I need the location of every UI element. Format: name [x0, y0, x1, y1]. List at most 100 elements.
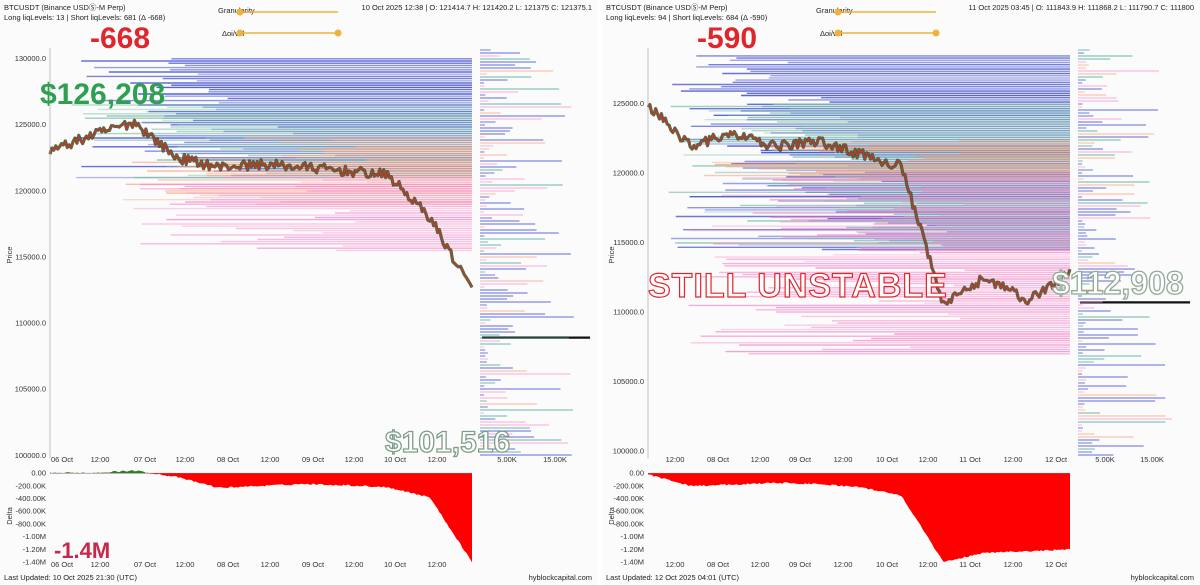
time-tick-label: 10 Oct [876, 455, 899, 464]
volume-tick-label: 5.00K [1095, 455, 1115, 464]
delta-tick-label: -600.00K [16, 507, 46, 516]
volume-tick-label: 15.00K [1140, 455, 1164, 464]
delta-time-tick-label: 12:00 [666, 560, 685, 569]
price-tick-label: 125000.0 [613, 99, 644, 108]
delta-time-tick-label: 06 Oct [51, 560, 74, 569]
doi-vol-slider-handle-start [236, 29, 244, 37]
delta-time-tick-label: 12:00 [751, 560, 770, 569]
overlay-delta-annotation: -590 [697, 22, 757, 55]
time-tick-label: 12:00 [91, 455, 110, 464]
price-tick-label: 115000.0 [15, 252, 46, 261]
time-tick-label: 12:00 [919, 455, 938, 464]
granularity-slider-handle [236, 8, 244, 16]
delta-time-tick-label: 08 Oct [217, 560, 240, 569]
delta-tick-label: -1.40M [621, 558, 644, 567]
time-tick-label: 12:00 [428, 455, 447, 464]
price-tick-label: 105000.0 [613, 377, 644, 386]
price-axis-title: Price [607, 246, 616, 263]
watermark-label: hyblockcapital.com [1131, 573, 1194, 582]
time-tick-label: 12:00 [345, 455, 364, 464]
price-tick-label: 110000.0 [613, 308, 644, 317]
doi-vol-label: Δoi/vol [820, 29, 843, 38]
delta-time-tick-label: 12 Oct [1045, 560, 1068, 569]
delta-axis-title: Delta [5, 506, 14, 524]
delta-tick-label: -200.00K [614, 481, 644, 490]
delta-tick-label: 0.00 [629, 469, 644, 478]
delta-tick-label: -400.00K [614, 494, 644, 503]
overlay-price-annotation: $112,908 [1052, 265, 1184, 301]
delta-time-tick-label: 07 Oct [134, 560, 157, 569]
delta-time-tick-label: 10 Oct [384, 560, 407, 569]
price-tick-label: 125000.0 [15, 120, 46, 129]
delta-time-tick-label: 12:00 [176, 560, 195, 569]
delta-time-tick-label: 08 Oct [707, 560, 730, 569]
price-series-line [49, 119, 473, 288]
time-tick-label: 07 Oct [134, 455, 157, 464]
delta-time-tick-label: 11 Oct [959, 560, 981, 569]
price-tick-label: 130000.0 [15, 54, 46, 63]
granularity-slider-handle [834, 8, 842, 16]
delta-time-tick-label: 12:00 [428, 560, 447, 569]
time-tick-label: 08 Oct [217, 455, 240, 464]
volume-tick-label: 15.00K [543, 455, 567, 464]
overlay-delta-bottom-annotation: -1.4M [54, 538, 110, 563]
price-tick-label: 120000.0 [613, 169, 644, 178]
liquidation-chart-right: BTCUSDT (Binance USDⓈ-M Perp)Long liqLev… [606, 3, 1194, 582]
delta-area-negative [648, 473, 1070, 562]
price-tick-label: 100000.0 [613, 447, 644, 456]
time-tick-label: 09 Oct [789, 455, 812, 464]
symbol-label: BTCUSDT (Binance USDⓈ-M Perp) [4, 3, 126, 12]
doi-vol-slider-handle-start [834, 29, 842, 37]
liquidation-chart-panel-left: BTCUSDT (Binance USDⓈ-M Perp) Long liqLev… [0, 0, 598, 585]
doi-vol-slider-handle-end [932, 29, 940, 37]
time-tick-label: 10 Oct [384, 455, 407, 464]
delta-tick-label: -400.00K [16, 494, 46, 503]
ohlc-readout: 11 Oct 2025 03:45 | O: 111843.9 H: 11186… [969, 3, 1194, 12]
ohlc-readout: 10 Oct 2025 12:38 | O: 121414.7 H: 12142… [362, 3, 592, 12]
time-tick-label: 09 Oct [302, 455, 325, 464]
delta-axis-title: Delta [607, 506, 616, 524]
liq-levels-label: Long liqLevels: 94 | Short liqLevels: 68… [606, 13, 768, 22]
price-series-line [647, 103, 1071, 305]
volume-profile [480, 49, 574, 456]
delta-tick-label: -1.40M [23, 558, 46, 567]
time-tick-label: 08 Oct [707, 455, 730, 464]
delta-tick-label: -1.20M [23, 545, 46, 554]
time-tick-label: 06 Oct [51, 455, 74, 464]
time-tick-label: 12:00 [176, 455, 195, 464]
delta-area-positive [50, 470, 472, 474]
delta-time-tick-label: 09 Oct [302, 560, 325, 569]
delta-time-tick-label: 12:00 [1004, 560, 1023, 569]
delta-tick-label: -800.00K [614, 519, 644, 528]
doi-vol-label: Δoi/vol [222, 29, 245, 38]
overlay-delta-annotation: -668 [90, 22, 150, 55]
delta-time-tick-label: 12:00 [345, 560, 364, 569]
time-tick-label: 12:00 [1004, 455, 1023, 464]
granularity-label: Granularity [218, 6, 255, 15]
panel-divider [598, 0, 602, 585]
time-tick-label: 12:00 [834, 455, 853, 464]
volume-tick-label: 5.00K [497, 455, 517, 464]
price-tick-label: 110000.0 [15, 319, 46, 328]
delta-tick-label: -800.00K [16, 519, 46, 528]
time-tick-label: 11 Oct [959, 455, 981, 464]
delta-time-tick-label: 10 Oct [876, 560, 899, 569]
liq-levels-label: Long liqLevels: 13 | Short liqLevels: 68… [4, 13, 166, 22]
liquidation-chart-left: BTCUSDT (Binance USDⓈ-M Perp)Long liqLev… [4, 3, 592, 582]
delta-area-negative [50, 470, 472, 563]
overlay-low-annotation: $101,516 [385, 426, 510, 459]
volume-profile [1078, 49, 1172, 456]
time-tick-label: 12:00 [751, 455, 770, 464]
delta-tick-label: -1.00M [621, 532, 644, 541]
symbol-label: BTCUSDT (Binance USDⓈ-M Perp) [606, 3, 728, 12]
delta-tick-label: -200.00K [16, 481, 46, 490]
price-tick-label: 120000.0 [15, 186, 46, 195]
delta-tick-label: 0.00 [31, 469, 46, 478]
delta-tick-label: -600.00K [614, 507, 644, 516]
time-tick-label: 12:00 [666, 455, 685, 464]
time-tick-label: 12:00 [261, 455, 280, 464]
overlay-high-annotation: $126,208 [40, 78, 165, 111]
price-tick-label: 115000.0 [613, 238, 644, 247]
delta-tick-label: -1.20M [621, 545, 644, 554]
